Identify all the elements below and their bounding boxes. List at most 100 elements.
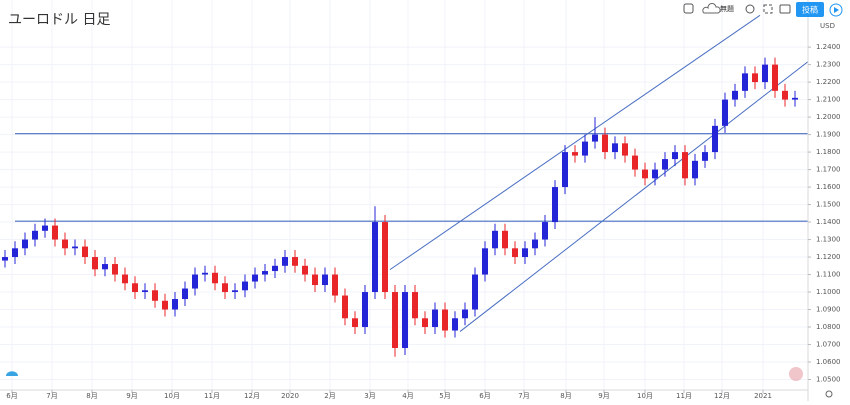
candle-body	[322, 274, 328, 286]
candle-body	[402, 292, 408, 349]
camera-icon[interactable]	[779, 4, 791, 14]
candle-body	[722, 99, 728, 126]
candle-body	[542, 222, 548, 240]
play-icon	[834, 7, 839, 13]
candle-body	[372, 222, 378, 293]
x-tick-label: 11月	[204, 392, 220, 400]
candle-body	[162, 300, 168, 310]
candle-body	[672, 152, 678, 160]
axis-settings-icon[interactable]	[825, 390, 833, 398]
y-tick-label: 1.0900	[816, 306, 841, 314]
candle-body	[312, 274, 318, 286]
candle-body	[412, 292, 418, 319]
checkbox-icon[interactable]	[683, 3, 694, 14]
candle-body	[32, 230, 38, 240]
candle-body	[222, 283, 228, 293]
candle-body	[652, 169, 658, 179]
candle-body	[392, 292, 398, 349]
x-tick-label: 2021	[754, 392, 772, 400]
candle-body	[462, 309, 468, 319]
plot	[2, 14, 808, 357]
candle-body	[512, 248, 518, 258]
candle-body	[492, 230, 498, 249]
candle-body	[432, 309, 438, 328]
y-tick-label: 1.1400	[816, 218, 841, 226]
candle-body	[782, 90, 788, 100]
settings-icon[interactable]	[745, 4, 755, 14]
trend-line	[389, 14, 761, 271]
y-tick-label: 1.2300	[816, 61, 841, 69]
x-tick-label: 7月	[46, 392, 57, 400]
candle-body	[472, 274, 478, 310]
candle-body	[662, 159, 668, 170]
candle-body	[122, 274, 128, 284]
x-tick-label: 12月	[244, 392, 260, 400]
candle-body	[742, 73, 748, 91]
publish-button[interactable]	[796, 2, 824, 17]
x-tick-label: 2月	[324, 392, 335, 400]
x-tick-label: 2020	[281, 392, 299, 400]
cloud-icon	[702, 3, 721, 14]
candle-body	[692, 160, 698, 179]
candle-body	[192, 274, 198, 289]
x-tick-label: 6月	[6, 392, 17, 400]
candle-body	[332, 274, 338, 296]
candle-body	[242, 281, 248, 291]
candle-body	[172, 299, 178, 310]
y-tick-label: 1.1300	[816, 236, 841, 244]
x-tick-label: 10月	[164, 392, 180, 400]
y-tick-label: 1.2000	[816, 113, 841, 121]
candle-body	[142, 290, 148, 293]
y-tick-label: 1.1000	[816, 288, 841, 296]
candle-body	[132, 283, 138, 293]
candle-body	[382, 222, 388, 293]
fullscreen-icon[interactable]	[763, 4, 773, 14]
candle-body	[622, 143, 628, 156]
candle-body	[182, 288, 188, 300]
candle-body	[202, 272, 208, 275]
candle-body	[252, 274, 258, 282]
x-tick-label: 8月	[560, 392, 571, 400]
candle-body	[102, 264, 108, 270]
candle-body	[152, 290, 158, 301]
trend-line	[459, 60, 808, 332]
chart-title: ユーロドル 日足	[8, 12, 110, 28]
y-tick-label: 1.1500	[816, 201, 841, 209]
y-unit: USD	[820, 22, 835, 30]
grid	[0, 0, 808, 390]
candle-body	[532, 239, 538, 249]
x-tick-label: 4月	[402, 392, 413, 400]
y-tick-label: 1.0700	[816, 341, 841, 349]
candle-body	[642, 169, 648, 179]
untitled-button[interactable]: 無題	[720, 4, 734, 13]
y-tick-label: 1.0800	[816, 323, 841, 331]
candle-body	[632, 155, 638, 170]
candle-body	[422, 318, 428, 328]
logo	[6, 371, 18, 376]
candle-body	[292, 257, 298, 266]
watermark	[789, 367, 803, 381]
publish-label[interactable]: 投稿	[802, 5, 818, 15]
candle-body	[592, 134, 598, 142]
y-tick-label: 1.1600	[816, 183, 841, 191]
candle-body	[762, 64, 768, 83]
candle-body	[352, 318, 358, 328]
candle-body	[442, 309, 448, 331]
candle-body	[302, 265, 308, 275]
play-button[interactable]	[829, 3, 843, 17]
x-tick-label: 6月	[479, 392, 490, 400]
candle-body	[752, 73, 758, 83]
candle-body	[712, 125, 718, 153]
candle-body	[522, 248, 528, 258]
x-tick-label: 10月	[637, 392, 653, 400]
candle-body	[552, 187, 558, 223]
x-tick-label: 9月	[598, 392, 609, 400]
x-tick-label: 12月	[714, 392, 730, 400]
candle-body	[792, 97, 798, 100]
x-tick-label: 9月	[126, 392, 137, 400]
candle-body	[362, 292, 368, 328]
candle-body	[72, 246, 78, 249]
candle-body	[12, 248, 18, 258]
